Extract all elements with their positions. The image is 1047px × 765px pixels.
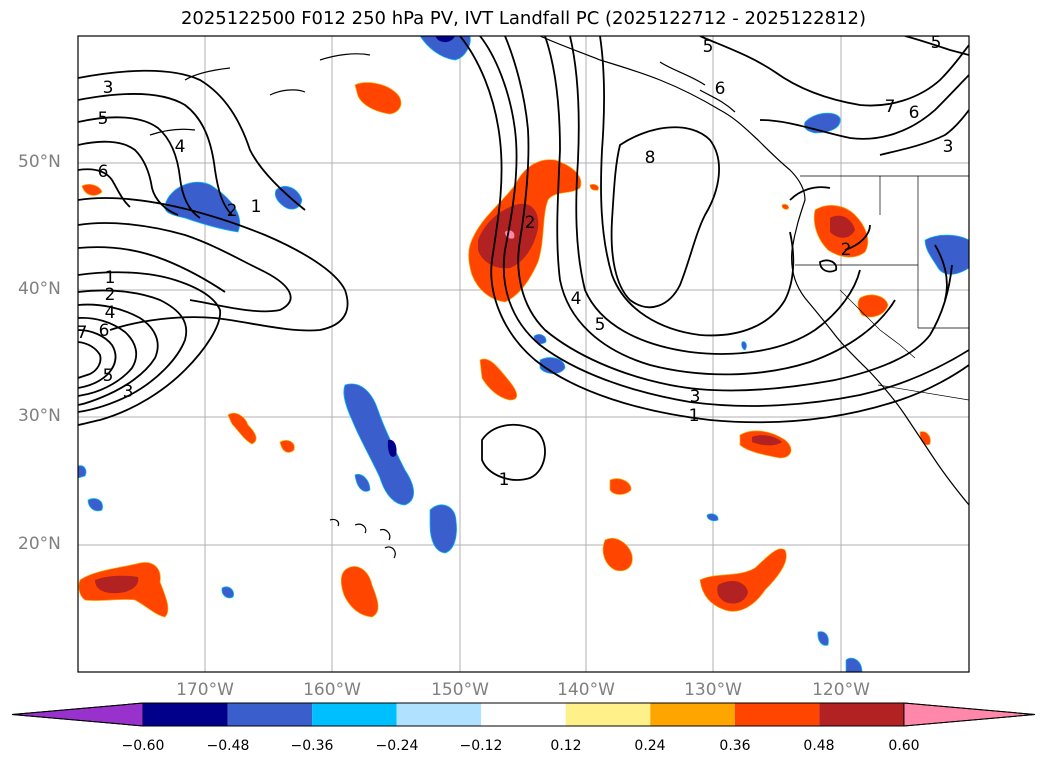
contour-label: 1 xyxy=(251,197,262,217)
lon-label: 140°W xyxy=(557,680,615,700)
colorbar-segment xyxy=(227,703,313,726)
colorbar-segment xyxy=(396,703,482,726)
lat-label: 50°N xyxy=(18,152,61,172)
colorbar-segment xyxy=(819,703,904,726)
contour-label: 5 xyxy=(103,366,114,386)
lat-label: 40°N xyxy=(18,279,61,299)
colorbar-tick-label: 0.48 xyxy=(803,738,835,754)
colorbar-extension-high xyxy=(903,702,1036,727)
colorbar-tick-label: −0.36 xyxy=(290,738,334,754)
colorbar-segment xyxy=(650,703,735,726)
contour-label: 6 xyxy=(715,79,726,99)
contour-label: 5 xyxy=(98,109,109,129)
contour-label: 2 xyxy=(841,240,852,260)
contour-label: 6 xyxy=(909,103,920,123)
contour-label: 7 xyxy=(885,97,896,117)
contour-label: 1 xyxy=(499,470,510,490)
colorbar-segment xyxy=(734,703,820,726)
colorbar-segment xyxy=(565,703,651,726)
contour-label: 6 xyxy=(98,162,109,182)
colorbar-tick-label: −0.24 xyxy=(375,738,419,754)
contour-labels: 3 5 6 4 2 1 1 2 4 6 7 5 3 2 4 5 8 3 1 1 … xyxy=(77,33,954,490)
contour-label: 2 xyxy=(105,285,116,305)
contour-label: 2 xyxy=(227,201,238,221)
contour-label: 1 xyxy=(689,406,700,426)
colorbar-segment xyxy=(143,703,228,726)
colorbar-segment xyxy=(312,703,397,726)
lon-label: 160°W xyxy=(303,680,361,700)
political-borders xyxy=(795,175,969,401)
contour-label: 8 xyxy=(645,148,656,168)
colorbar-tick-label: −0.12 xyxy=(459,738,503,754)
lat-label: 30°N xyxy=(18,406,61,426)
colorbar-tick-label: −0.48 xyxy=(206,738,250,754)
contour-label: 5 xyxy=(595,315,606,335)
contour-label: 3 xyxy=(943,137,954,157)
contour-label: 5 xyxy=(703,37,714,57)
coastlines xyxy=(149,36,969,559)
lat-label: 20°N xyxy=(18,534,61,554)
contour-label: 1 xyxy=(105,268,116,288)
ivt-contours xyxy=(78,36,969,481)
colorbar-tick-label: 0.24 xyxy=(634,738,666,754)
lon-label: 130°W xyxy=(684,680,742,700)
lon-label: 120°W xyxy=(812,680,870,700)
colorbar xyxy=(11,702,1036,727)
contour-label: 7 xyxy=(77,323,88,343)
colorbar-extension-low xyxy=(11,702,144,727)
colorbar-tick-label: 0.60 xyxy=(888,738,920,754)
lon-label: 170°W xyxy=(176,680,234,700)
contour-label: 5 xyxy=(931,33,942,53)
contour-label: 4 xyxy=(571,289,582,309)
colorbar-tick-label: 0.36 xyxy=(719,738,751,754)
colorbar-tick-label: 0.12 xyxy=(550,738,582,754)
contour-label: 3 xyxy=(103,78,114,98)
contour-label: 3 xyxy=(123,382,134,402)
lon-label: 150°W xyxy=(431,680,489,700)
contour-label: 6 xyxy=(99,321,110,341)
contour-label: 3 xyxy=(690,387,701,407)
map-panel xyxy=(78,36,969,672)
contour-label: 4 xyxy=(175,137,186,157)
colorbar-outline xyxy=(11,702,1036,727)
map-frame xyxy=(77,35,970,673)
colorbar-segment xyxy=(481,703,566,726)
colorbar-tick-label: −0.60 xyxy=(121,738,165,754)
contour-label: 4 xyxy=(105,303,116,323)
map-title: 2025122500 F012 250 hPa PV, IVT Landfall… xyxy=(180,8,867,29)
contour-label: 2 xyxy=(525,213,536,233)
